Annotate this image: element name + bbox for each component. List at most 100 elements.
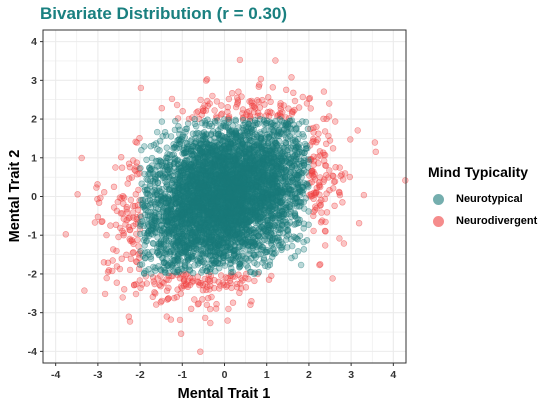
neurodivergent-point [315, 130, 322, 137]
neurodivergent-point [316, 179, 323, 186]
neurodivergent-point [325, 174, 332, 181]
neurotypical-point [253, 261, 261, 268]
neurotypical-point [184, 120, 192, 127]
neurotypical-point [187, 150, 195, 157]
neurotypical-point [214, 117, 221, 124]
neurotypical-point [207, 236, 215, 244]
neurodivergent-point [310, 161, 317, 168]
neurodivergent-point [188, 305, 195, 312]
neurodivergent-point [132, 138, 139, 146]
neurodivergent-point [178, 284, 186, 292]
neurotypical-point [151, 173, 159, 180]
neurodivergent-point [124, 180, 131, 187]
neurodivergent-point [132, 290, 140, 298]
neurodivergent-point [199, 287, 207, 294]
neurodivergent-point [254, 109, 262, 116]
neurodivergent-point [225, 95, 233, 103]
neurodivergent-point [322, 228, 329, 235]
neurotypical-point [252, 121, 259, 129]
neurodivergent-point [199, 296, 206, 303]
neurodivergent-point [257, 75, 265, 83]
neurotypical-point [239, 250, 246, 257]
neurotypical-point [224, 134, 231, 141]
neurotypical-point [273, 149, 280, 157]
neurodivergent-point [198, 111, 206, 118]
neurodivergent-point [103, 274, 110, 282]
neurodivergent-point [242, 284, 250, 291]
neurodivergent-point [163, 287, 171, 294]
neurodivergent-point [130, 157, 137, 164]
neurotypical-point [303, 237, 311, 244]
neurodivergent-point [120, 215, 128, 222]
neurotypical-point [211, 259, 218, 267]
neurodivergent-point [314, 153, 321, 161]
neurodivergent-point [307, 105, 314, 112]
neurotypical-point [260, 226, 268, 233]
neurodivergent-point [310, 227, 317, 235]
neurotypical-point [286, 133, 294, 140]
neurodivergent-point [212, 305, 220, 312]
neurodivergent-point [223, 283, 230, 290]
neurodivergent-point [371, 139, 379, 146]
neurodivergent-point [131, 281, 138, 288]
neurotypical-point [275, 226, 282, 234]
neurodivergent-point [233, 280, 241, 287]
neurodivergent-point [215, 278, 222, 285]
neurotypical-point [163, 144, 171, 151]
neurodivergent-point [340, 240, 348, 247]
neurodivergent-point [291, 97, 299, 105]
neurotypical-point [199, 130, 206, 137]
neurodivergent-point [326, 167, 333, 174]
neurodivergent-point [123, 209, 131, 216]
neurodivergent-point [157, 283, 164, 290]
neurotypical-point [231, 209, 239, 216]
neurodivergent-point [313, 188, 320, 196]
neurotypical-point [258, 141, 265, 148]
neurodivergent-point [115, 233, 122, 241]
neurodivergent-point [125, 313, 133, 320]
neurodivergent-point [126, 266, 134, 274]
neurodivergent-point [323, 190, 330, 197]
neurodivergent-point [119, 294, 126, 301]
neurodivergent-point [118, 255, 126, 262]
neurodivergent-point [322, 242, 329, 249]
neurotypical-point [294, 248, 302, 255]
neurodivergent-point [211, 284, 218, 292]
neurotypical-point [229, 229, 236, 237]
neurodivergent-point [103, 231, 110, 239]
neurotypical-point [160, 237, 168, 244]
neurodivergent-point [226, 277, 234, 284]
neurotypical-point [260, 246, 267, 254]
neurodivergent-point [256, 81, 263, 88]
neurodivergent-point [341, 170, 349, 177]
neurodivergent-point [295, 104, 303, 111]
neurodivergent-point [213, 300, 220, 308]
neurotypical-point [298, 158, 305, 165]
neurodivergent-point [372, 148, 379, 156]
neurodivergent-point [200, 107, 207, 115]
neurodivergent-point [290, 108, 297, 115]
neurodivergent-point [251, 277, 258, 285]
neurodivergent-point [194, 273, 202, 280]
neurotypical-point [265, 208, 272, 215]
neurotypical-point [254, 232, 262, 240]
neurodivergent-point [135, 243, 142, 250]
neurodivergent-point [336, 164, 343, 171]
neurotypical-point [285, 185, 292, 193]
neurodivergent-point [238, 93, 245, 100]
neurotypical-point [163, 157, 170, 165]
neurotypical-point [206, 169, 214, 176]
neurodivergent-point [104, 268, 112, 276]
neurotypical-point [153, 140, 160, 147]
neurodivergent-point [234, 100, 241, 108]
neurodivergent-point [137, 84, 145, 92]
neurodivergent-point [354, 127, 361, 134]
neurodivergent-point [229, 89, 236, 97]
neurotypical-point [216, 265, 223, 272]
neurodivergent-point [268, 272, 275, 280]
neurodivergent-point [303, 100, 311, 107]
neurotypical-point [180, 194, 187, 202]
neurodivergent-point [165, 295, 172, 302]
neurodivergent-point [318, 197, 325, 204]
neurotypical-point [248, 232, 256, 239]
